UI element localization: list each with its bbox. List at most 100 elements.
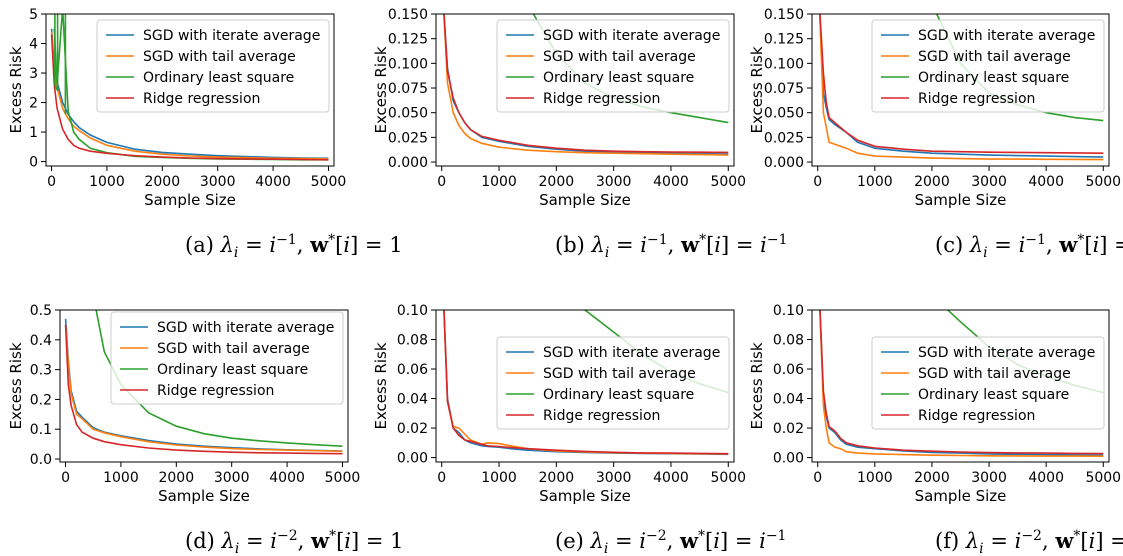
caption-part: w [310,528,330,553]
caption-part: ] = [721,233,760,257]
legend-label-ols: Ordinary least square [143,70,294,86]
series-line-ridge [64,324,343,455]
x-tick-label: 5000 [710,174,746,190]
x-tick-label: 5000 [311,174,347,190]
caption-part: , [668,233,681,257]
y-tick-label: 0.125 [388,32,428,48]
plot-frame [435,309,735,463]
caption-part: i [1015,529,1022,553]
x-tick-label: 3000 [971,174,1007,190]
y-tick-label: 0.08 [773,333,804,349]
y-tick-label: 0.100 [388,56,428,72]
legend: SGD with iterate average SGD with tail av… [871,19,1105,113]
caption-part: , [1046,233,1059,257]
legend-box [871,336,1105,430]
x-tick-label: 0 [813,470,822,486]
caption-part: (f) [935,529,966,553]
caption-part: i [714,233,721,257]
caption-part: [ [336,529,344,553]
caption-part: w [1058,232,1078,257]
x-tick-label: 1000 [481,174,517,190]
series-line-iterate [50,28,329,160]
legend-box [871,19,1105,113]
legend-label-tail: SGD with tail average [543,49,696,65]
y-tick-label: 0.000 [388,155,428,171]
x-tick-label: 0 [437,174,446,190]
caption-part: −1 [766,528,787,544]
caption-part: w [680,232,700,257]
caption-part: = [239,529,270,553]
legend-label-ols: Ordinary least square [543,70,694,86]
series-line-tail [443,14,729,156]
caption-part: = [238,233,269,257]
legend-box [110,311,344,405]
x-axis-label: Sample Size [539,191,631,209]
caption-part: i [605,245,609,261]
panel-caption: (b) λi = i−1, w*[i] = i−1 [555,232,787,261]
y-tick-label: 0.1 [30,422,52,438]
caption-part: (b) [555,233,592,257]
y-tick-label: 0.06 [773,362,804,378]
caption-part: * [329,528,336,544]
series-line-tail [818,14,1104,161]
caption-part: −2 [277,528,298,544]
series-line-ridge [443,14,729,154]
caption-part: = [984,529,1015,553]
legend-label-ridge: Ridge regression [918,91,1035,107]
y-tick-label: 0.075 [764,81,804,97]
caption-part: , [1042,529,1055,553]
plot-frame [811,13,1110,167]
caption-part: i [344,529,351,553]
caption-part: [ [1084,233,1092,257]
x-tick-label: 2000 [914,470,950,486]
x-tick-label: 0 [813,174,822,190]
y-tick-label: 0.10 [773,303,804,319]
chart-panel-b: 0 1000 2000 3000 4000 5000 0.000 0.025 0.050 0.07… [372,7,787,261]
caption-part: ] = [1095,529,1123,553]
caption-part: = [609,233,640,257]
legend: SGD with iterate average SGD with tail av… [110,311,344,405]
x-tick-label: 4000 [1028,174,1064,190]
series-line-tail [819,310,1104,457]
legend-label-tail: SGD with tail average [918,366,1071,382]
y-tick-label: 0.075 [388,81,428,97]
x-tick-label: 5000 [710,470,746,486]
y-tick-label: 0.150 [764,7,804,23]
series-line-ols-spike [54,14,67,115]
x-tick-label: 2000 [144,174,180,190]
caption-part: λ [969,233,983,257]
caption-part: i [713,529,720,553]
x-tick-label: 3000 [971,470,1007,486]
y-tick-label: 0.04 [773,392,804,408]
x-tick-label: 4000 [269,470,305,486]
caption-part: i [1093,233,1100,257]
caption-part: i [270,529,277,553]
y-tick-label: 0.02 [397,421,428,437]
panel-caption: (f) λi = i−2, w*[i] = i−10 [935,528,1123,556]
y-axis-label: Excess Risk [7,46,25,133]
caption-part: , [297,233,310,257]
x-tick-label: 0 [47,174,56,190]
caption-part: −1 [276,232,297,248]
y-tick-label: 2 [29,96,38,112]
caption-part: i [269,233,276,257]
legend: SGD with iterate average SGD with tail av… [496,336,730,430]
caption-part: i [640,233,647,257]
x-axis-label: Sample Size [915,191,1007,209]
caption-part: [ [335,233,343,257]
x-tick-label: 3000 [596,470,632,486]
x-tick-label: 3000 [200,174,236,190]
chart-panel-c: 0 1000 2000 3000 4000 5000 0.000 0.025 0.050 0.07… [748,7,1123,261]
caption-part: i [759,529,766,553]
legend-label-iterate: SGD with iterate average [543,345,720,361]
caption-part: −2 [1021,528,1042,544]
y-tick-label: 0.150 [388,7,428,23]
legend-label-tail: SGD with tail average [543,366,696,382]
series-group [50,14,329,161]
legend-label-iterate: SGD with iterate average [157,320,334,336]
caption-part: i [1019,233,1026,257]
caption-part: w [309,232,329,257]
legend-label-ols: Ordinary least square [918,70,1069,86]
series-line-ridge [443,310,729,455]
plot-frame [45,13,335,167]
